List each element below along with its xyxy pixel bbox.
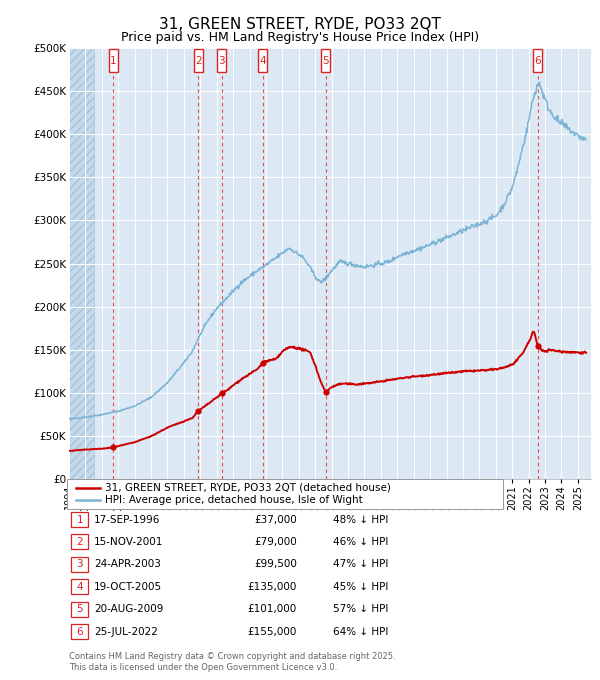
Text: 31, GREEN STREET, RYDE, PO33 2QT (detached house): 31, GREEN STREET, RYDE, PO33 2QT (detach… [105,483,391,493]
Text: 25-JUL-2022: 25-JUL-2022 [94,627,158,636]
Text: £155,000: £155,000 [248,627,297,636]
Text: 19-OCT-2005: 19-OCT-2005 [94,582,163,592]
Text: 47% ↓ HPI: 47% ↓ HPI [333,560,388,569]
Text: £135,000: £135,000 [248,582,297,592]
Text: 1: 1 [110,56,117,65]
Text: 4: 4 [259,56,266,65]
Bar [69,48,94,479]
Text: £101,000: £101,000 [248,605,297,614]
Text: 24-APR-2003: 24-APR-2003 [94,560,161,569]
Text: 4: 4 [76,582,83,592]
FancyBboxPatch shape [217,50,226,72]
Text: 46% ↓ HPI: 46% ↓ HPI [333,537,388,547]
Text: 5: 5 [76,605,83,614]
Text: 15-NOV-2001: 15-NOV-2001 [94,537,164,547]
Text: 45% ↓ HPI: 45% ↓ HPI [333,582,388,592]
Text: £79,000: £79,000 [254,537,297,547]
Text: 3: 3 [218,56,225,65]
Text: 3: 3 [76,560,83,569]
FancyBboxPatch shape [258,50,267,72]
Text: 2: 2 [76,537,83,547]
Text: 20-AUG-2009: 20-AUG-2009 [94,605,164,614]
Text: 17-SEP-1996: 17-SEP-1996 [94,515,161,524]
Text: 6: 6 [535,56,541,65]
Text: £37,000: £37,000 [254,515,297,524]
Text: 57% ↓ HPI: 57% ↓ HPI [333,605,388,614]
Text: 1: 1 [76,515,83,524]
Text: 64% ↓ HPI: 64% ↓ HPI [333,627,388,636]
Text: 6: 6 [76,627,83,636]
Text: 31, GREEN STREET, RYDE, PO33 2QT: 31, GREEN STREET, RYDE, PO33 2QT [159,17,441,32]
Text: Contains HM Land Registry data © Crown copyright and database right 2025.
This d: Contains HM Land Registry data © Crown c… [69,652,395,672]
Text: 5: 5 [322,56,329,65]
Text: Price paid vs. HM Land Registry's House Price Index (HPI): Price paid vs. HM Land Registry's House … [121,31,479,44]
Text: £99,500: £99,500 [254,560,297,569]
FancyBboxPatch shape [533,50,542,72]
FancyBboxPatch shape [109,50,118,72]
FancyBboxPatch shape [321,50,331,72]
FancyBboxPatch shape [194,50,203,72]
Text: HPI: Average price, detached house, Isle of Wight: HPI: Average price, detached house, Isle… [105,495,363,505]
Text: 48% ↓ HPI: 48% ↓ HPI [333,515,388,524]
Text: 2: 2 [195,56,202,65]
